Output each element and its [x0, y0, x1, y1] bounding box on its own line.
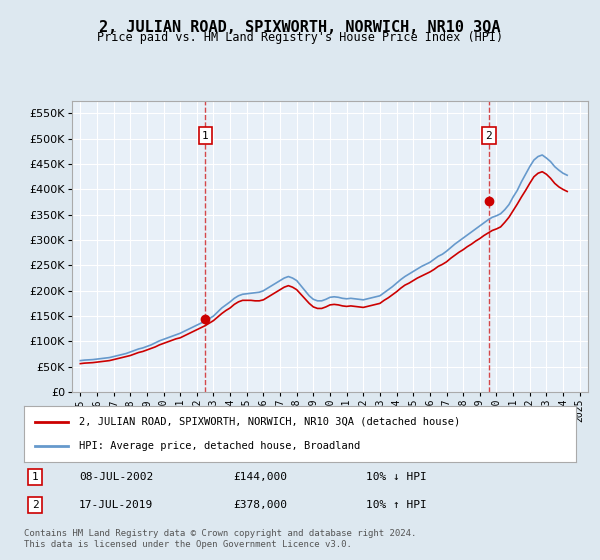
Text: 2, JULIAN ROAD, SPIXWORTH, NORWICH, NR10 3QA: 2, JULIAN ROAD, SPIXWORTH, NORWICH, NR10…	[99, 20, 501, 35]
Text: 2: 2	[32, 500, 38, 510]
Text: £378,000: £378,000	[234, 500, 288, 510]
Text: 1: 1	[202, 130, 209, 141]
Text: 1: 1	[32, 472, 38, 482]
Text: 10% ↑ HPI: 10% ↑ HPI	[366, 500, 427, 510]
Text: HPI: Average price, detached house, Broadland: HPI: Average price, detached house, Broa…	[79, 441, 361, 451]
Text: 2, JULIAN ROAD, SPIXWORTH, NORWICH, NR10 3QA (detached house): 2, JULIAN ROAD, SPIXWORTH, NORWICH, NR10…	[79, 417, 460, 427]
Text: Price paid vs. HM Land Registry's House Price Index (HPI): Price paid vs. HM Land Registry's House …	[97, 31, 503, 44]
Text: £144,000: £144,000	[234, 472, 288, 482]
Text: Contains HM Land Registry data © Crown copyright and database right 2024.
This d: Contains HM Land Registry data © Crown c…	[24, 529, 416, 549]
Text: 10% ↓ HPI: 10% ↓ HPI	[366, 472, 427, 482]
Text: 17-JUL-2019: 17-JUL-2019	[79, 500, 154, 510]
Text: 2: 2	[485, 130, 492, 141]
Text: 08-JUL-2002: 08-JUL-2002	[79, 472, 154, 482]
